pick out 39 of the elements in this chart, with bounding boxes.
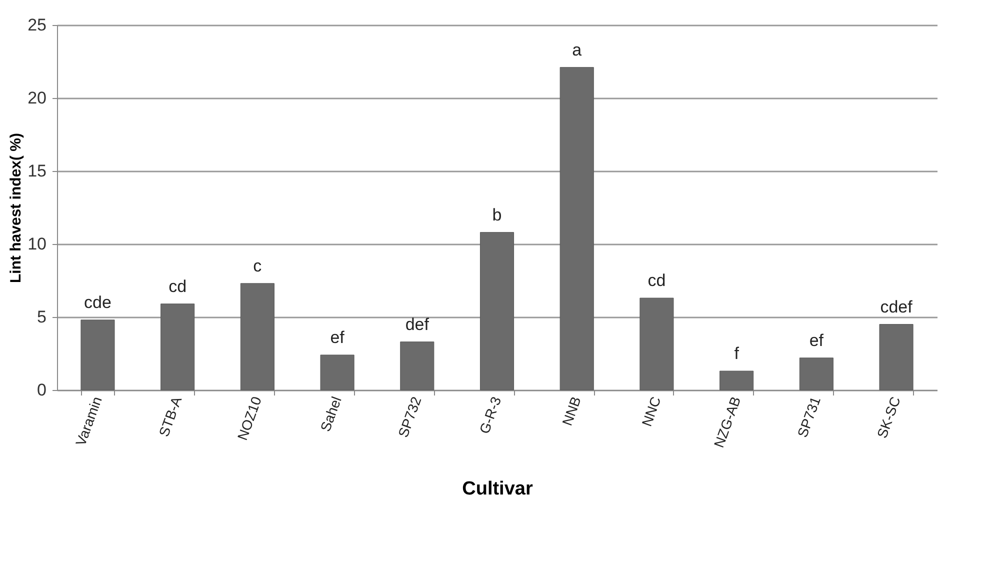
- bar: [879, 324, 914, 390]
- bar: [80, 320, 115, 390]
- annotation: c: [253, 256, 262, 276]
- annotation: cdef: [880, 297, 913, 316]
- y-tick-label: 15: [28, 162, 46, 180]
- annotation: def: [405, 314, 430, 334]
- annotation: cd: [168, 276, 187, 296]
- annotation: b: [492, 205, 502, 224]
- annotation: ef: [330, 328, 345, 347]
- x-tick-label: NNB: [558, 394, 584, 428]
- bar: [560, 67, 594, 390]
- y-axis-title: Lint havest index( %): [8, 132, 25, 284]
- bar: [160, 304, 195, 390]
- bar: [799, 358, 834, 390]
- annotation: a: [572, 40, 582, 60]
- bar: [640, 298, 674, 390]
- bar: [320, 354, 354, 390]
- y-tick-label: 20: [28, 88, 46, 108]
- y-tick-label: 0: [37, 380, 46, 400]
- bar: [480, 232, 514, 390]
- y-tick-label: 5: [37, 308, 46, 326]
- annotation: ef: [809, 330, 824, 350]
- bar: [720, 370, 754, 390]
- y-tick-label: 10: [28, 234, 46, 254]
- annotation: cde: [84, 292, 112, 312]
- x-tick-label: NNC: [638, 394, 664, 428]
- x-tick-label: Sahel: [317, 394, 344, 434]
- x-tick-label: SP732: [394, 394, 424, 440]
- bar: [400, 342, 434, 390]
- annotation: cd: [648, 271, 666, 290]
- bar: [240, 283, 274, 390]
- x-axis-title: Cultivar: [462, 478, 534, 500]
- x-tick-label: G-R-3: [476, 394, 504, 436]
- y-tick-label: 25: [28, 16, 46, 34]
- x-tick-label: SP731: [794, 394, 824, 440]
- x-tick-label: SK-SC: [874, 394, 904, 440]
- x-tick-label: NOZ10: [234, 394, 265, 442]
- x-tick-label: STB-A: [156, 394, 185, 439]
- annotation: f: [734, 344, 740, 364]
